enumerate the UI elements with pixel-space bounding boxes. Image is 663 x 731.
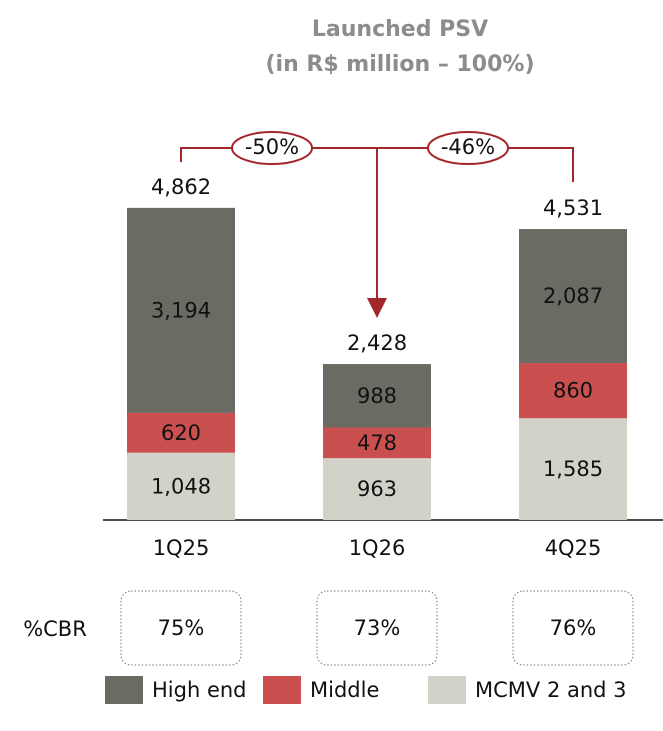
cbr-box	[120, 590, 242, 666]
legend-label: High end	[152, 678, 247, 702]
row-label: %CBR	[23, 617, 87, 641]
cbr-label: 73%	[354, 616, 401, 640]
legend-swatch	[428, 676, 466, 704]
legend-swatch	[263, 676, 301, 704]
bar-segment	[519, 363, 627, 419]
data-label: 620	[161, 421, 201, 445]
total-label: 2,428	[347, 331, 407, 355]
cbr-label: 75%	[158, 616, 205, 640]
data-label: 2,087	[543, 284, 603, 308]
change-arrows	[180, 131, 574, 318]
cbr-box	[316, 590, 438, 666]
bar-segment	[323, 364, 431, 428]
total-label: 4,531	[543, 196, 603, 220]
x-tick-label: 1Q26	[349, 536, 406, 560]
data-label: 1,048	[151, 474, 211, 498]
data-label: 478	[357, 431, 397, 455]
chart-subtitle: (in R$ million – 100%)	[265, 52, 534, 77]
chart-title: Launched PSV	[312, 17, 488, 42]
total-label: 4,862	[151, 175, 211, 199]
bar-segment	[323, 427, 431, 459]
bar-segment	[127, 452, 235, 520]
bar-segment	[519, 418, 627, 520]
data-label: 3,194	[151, 298, 211, 322]
annotation: -46%	[441, 135, 495, 159]
cbr-box	[512, 590, 634, 666]
data-label: 988	[357, 384, 397, 408]
annotation: -50%	[245, 135, 299, 159]
bar-segment	[323, 458, 431, 520]
legend-label: Middle	[310, 678, 379, 702]
x-tick-label: 1Q25	[153, 536, 210, 560]
legend-label: MCMV 2 and 3	[475, 678, 627, 702]
data-label: 860	[553, 379, 593, 403]
bar-segment	[519, 229, 627, 364]
data-label: 963	[357, 477, 397, 501]
x-tick-label: 4Q25	[545, 536, 602, 560]
bar-segment	[127, 207, 235, 413]
data-label: 1,585	[543, 457, 603, 481]
legend-swatch	[105, 676, 143, 704]
bar-segment	[127, 412, 235, 453]
cbr-label: 76%	[550, 616, 597, 640]
